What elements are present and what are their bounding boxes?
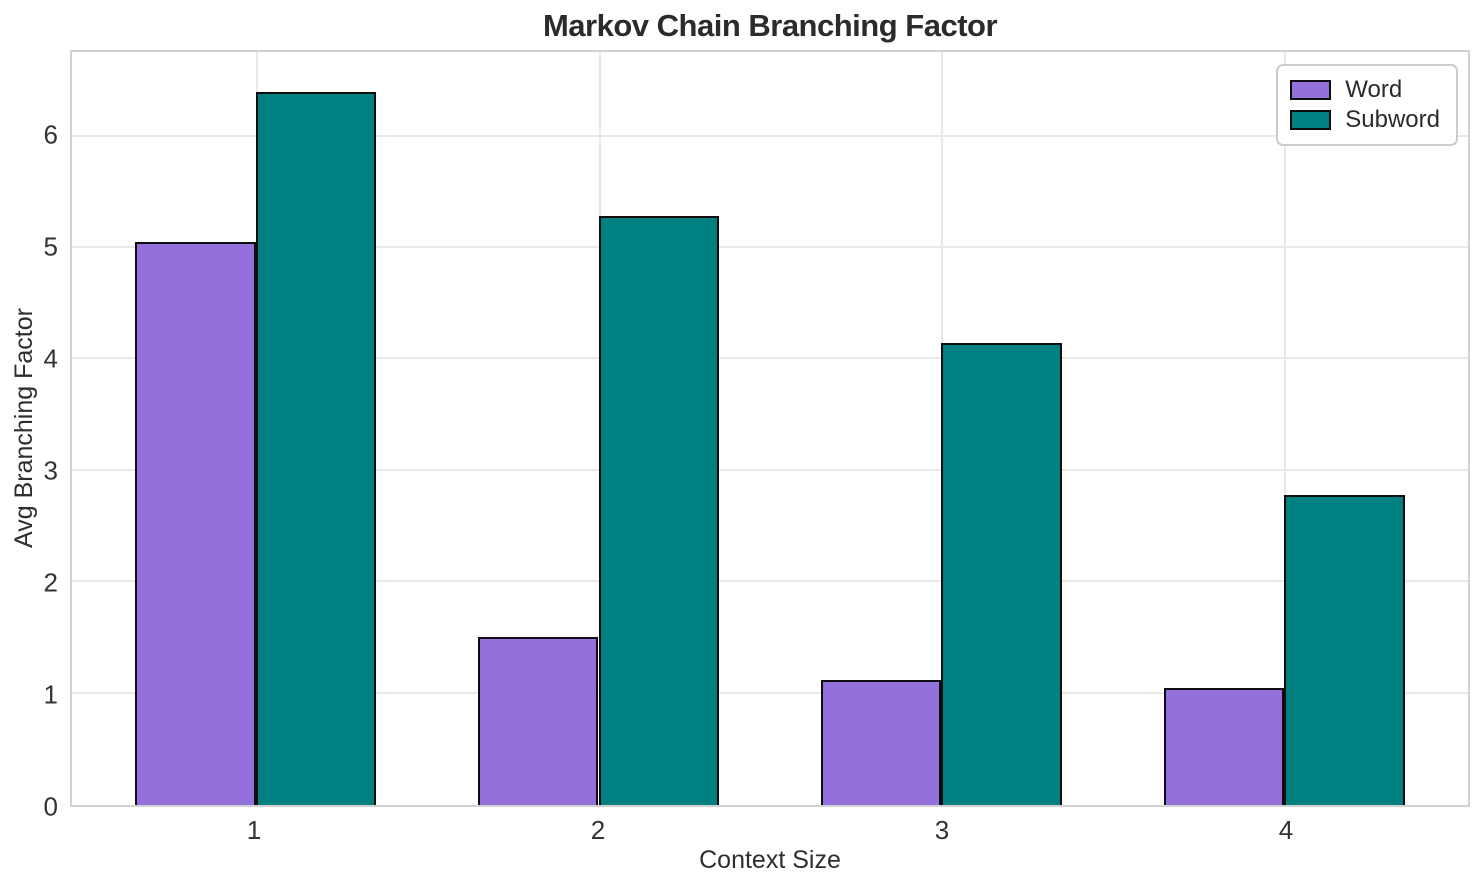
xtick-label-1: 1 [246,815,262,845]
bar-word-2 [478,636,599,805]
gridline-h-6 [72,134,1468,137]
gridline-h-1 [72,691,1468,694]
gridline-v-4 [1284,52,1287,805]
plot-area: Word Subword [70,50,1470,807]
ytick-label-6: 6 [43,119,58,150]
x-axis-tick-labels: 1 2 3 4 [70,815,1470,849]
bar-subword-1 [255,92,376,805]
bar-word-1 [135,242,256,805]
legend: Word Subword [1276,64,1458,146]
gridline-h-5 [72,246,1468,249]
word-swatch-icon [1290,80,1332,100]
chart-title: Markov Chain Branching Factor [542,8,998,43]
ytick-label-5: 5 [43,231,58,262]
ytick-label-2: 2 [43,567,58,598]
y-axis-tick-labels: 0 1 2 3 4 5 6 [0,50,58,822]
ytick-label-1: 1 [43,679,58,710]
bar-subword-2 [598,215,719,805]
ytick-label-3: 3 [43,455,58,486]
bar-subword-3 [941,342,1062,805]
bar-word-3 [821,680,942,805]
gridline-h-4 [72,357,1468,360]
legend-entry-word: Word [1290,75,1440,105]
xtick-label-4: 4 [1278,815,1294,845]
subword-swatch-icon [1290,110,1332,130]
xtick-label-3: 3 [934,815,950,845]
legend-label-subword: Subword [1345,106,1440,133]
gridline-h-2 [72,580,1468,583]
bar-subword-4 [1284,495,1405,805]
legend-entry-subword: Subword [1290,105,1440,135]
ytick-label-4: 4 [43,343,58,374]
legend-label-word: Word [1345,76,1403,103]
ytick-label-0: 0 [43,791,58,822]
bar-word-4 [1164,688,1285,805]
gridline-h-3 [72,468,1468,471]
x-axis-label: Context Size [699,846,841,874]
xtick-label-2: 2 [590,815,606,845]
